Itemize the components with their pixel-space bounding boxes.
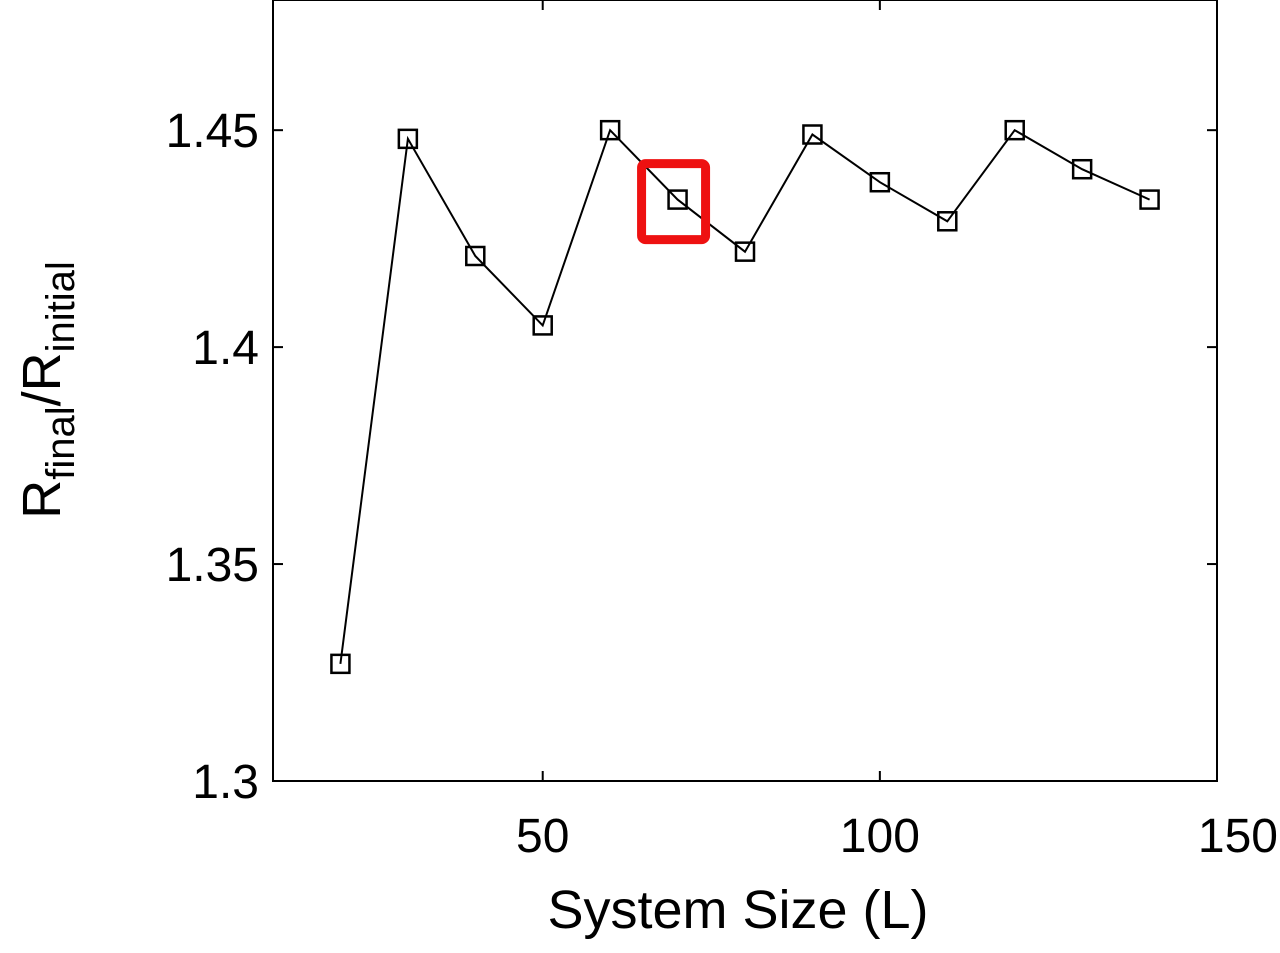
data-series [330,119,1160,675]
data-point [465,245,486,267]
data-point [1004,119,1025,141]
highlight-box [637,159,711,245]
data-point [937,211,958,232]
series-line [339,128,1151,665]
data-point [802,124,823,145]
data-point [734,241,756,262]
data-point [330,653,351,675]
y-label-sub-final: final [39,406,83,479]
data-point [869,171,891,193]
y-axis-label: Rfinal/Rinitial [12,261,83,519]
y-label-r-initial: R [12,352,72,391]
y-tick-label: 1.45 [166,105,259,158]
y-tick-label: 1.35 [166,539,259,592]
data-point [397,128,419,150]
x-axis-label: System Size (L) [547,880,928,940]
data-point [667,189,688,210]
x-tick-label: 50 [516,810,569,863]
y-label-separator: / [12,391,72,406]
data-point [532,315,553,336]
y-axis: 1.3 1.35 1.4 1.45 [166,105,1217,809]
x-tick-label: 100 [840,810,920,863]
x-axis: 50 100 150 [516,0,1278,863]
data-point [1071,158,1093,180]
y-label-sub-initial: initial [39,261,83,352]
data-point [599,119,621,141]
highlight-marker [637,159,711,245]
plot-area [272,0,1218,782]
x-tick-label: 150 [1198,810,1278,863]
y-label-r-final: R [12,480,72,519]
y-tick-label: 1.4 [192,322,259,375]
data-point [1139,189,1160,210]
y-tick-label: 1.3 [192,756,259,809]
